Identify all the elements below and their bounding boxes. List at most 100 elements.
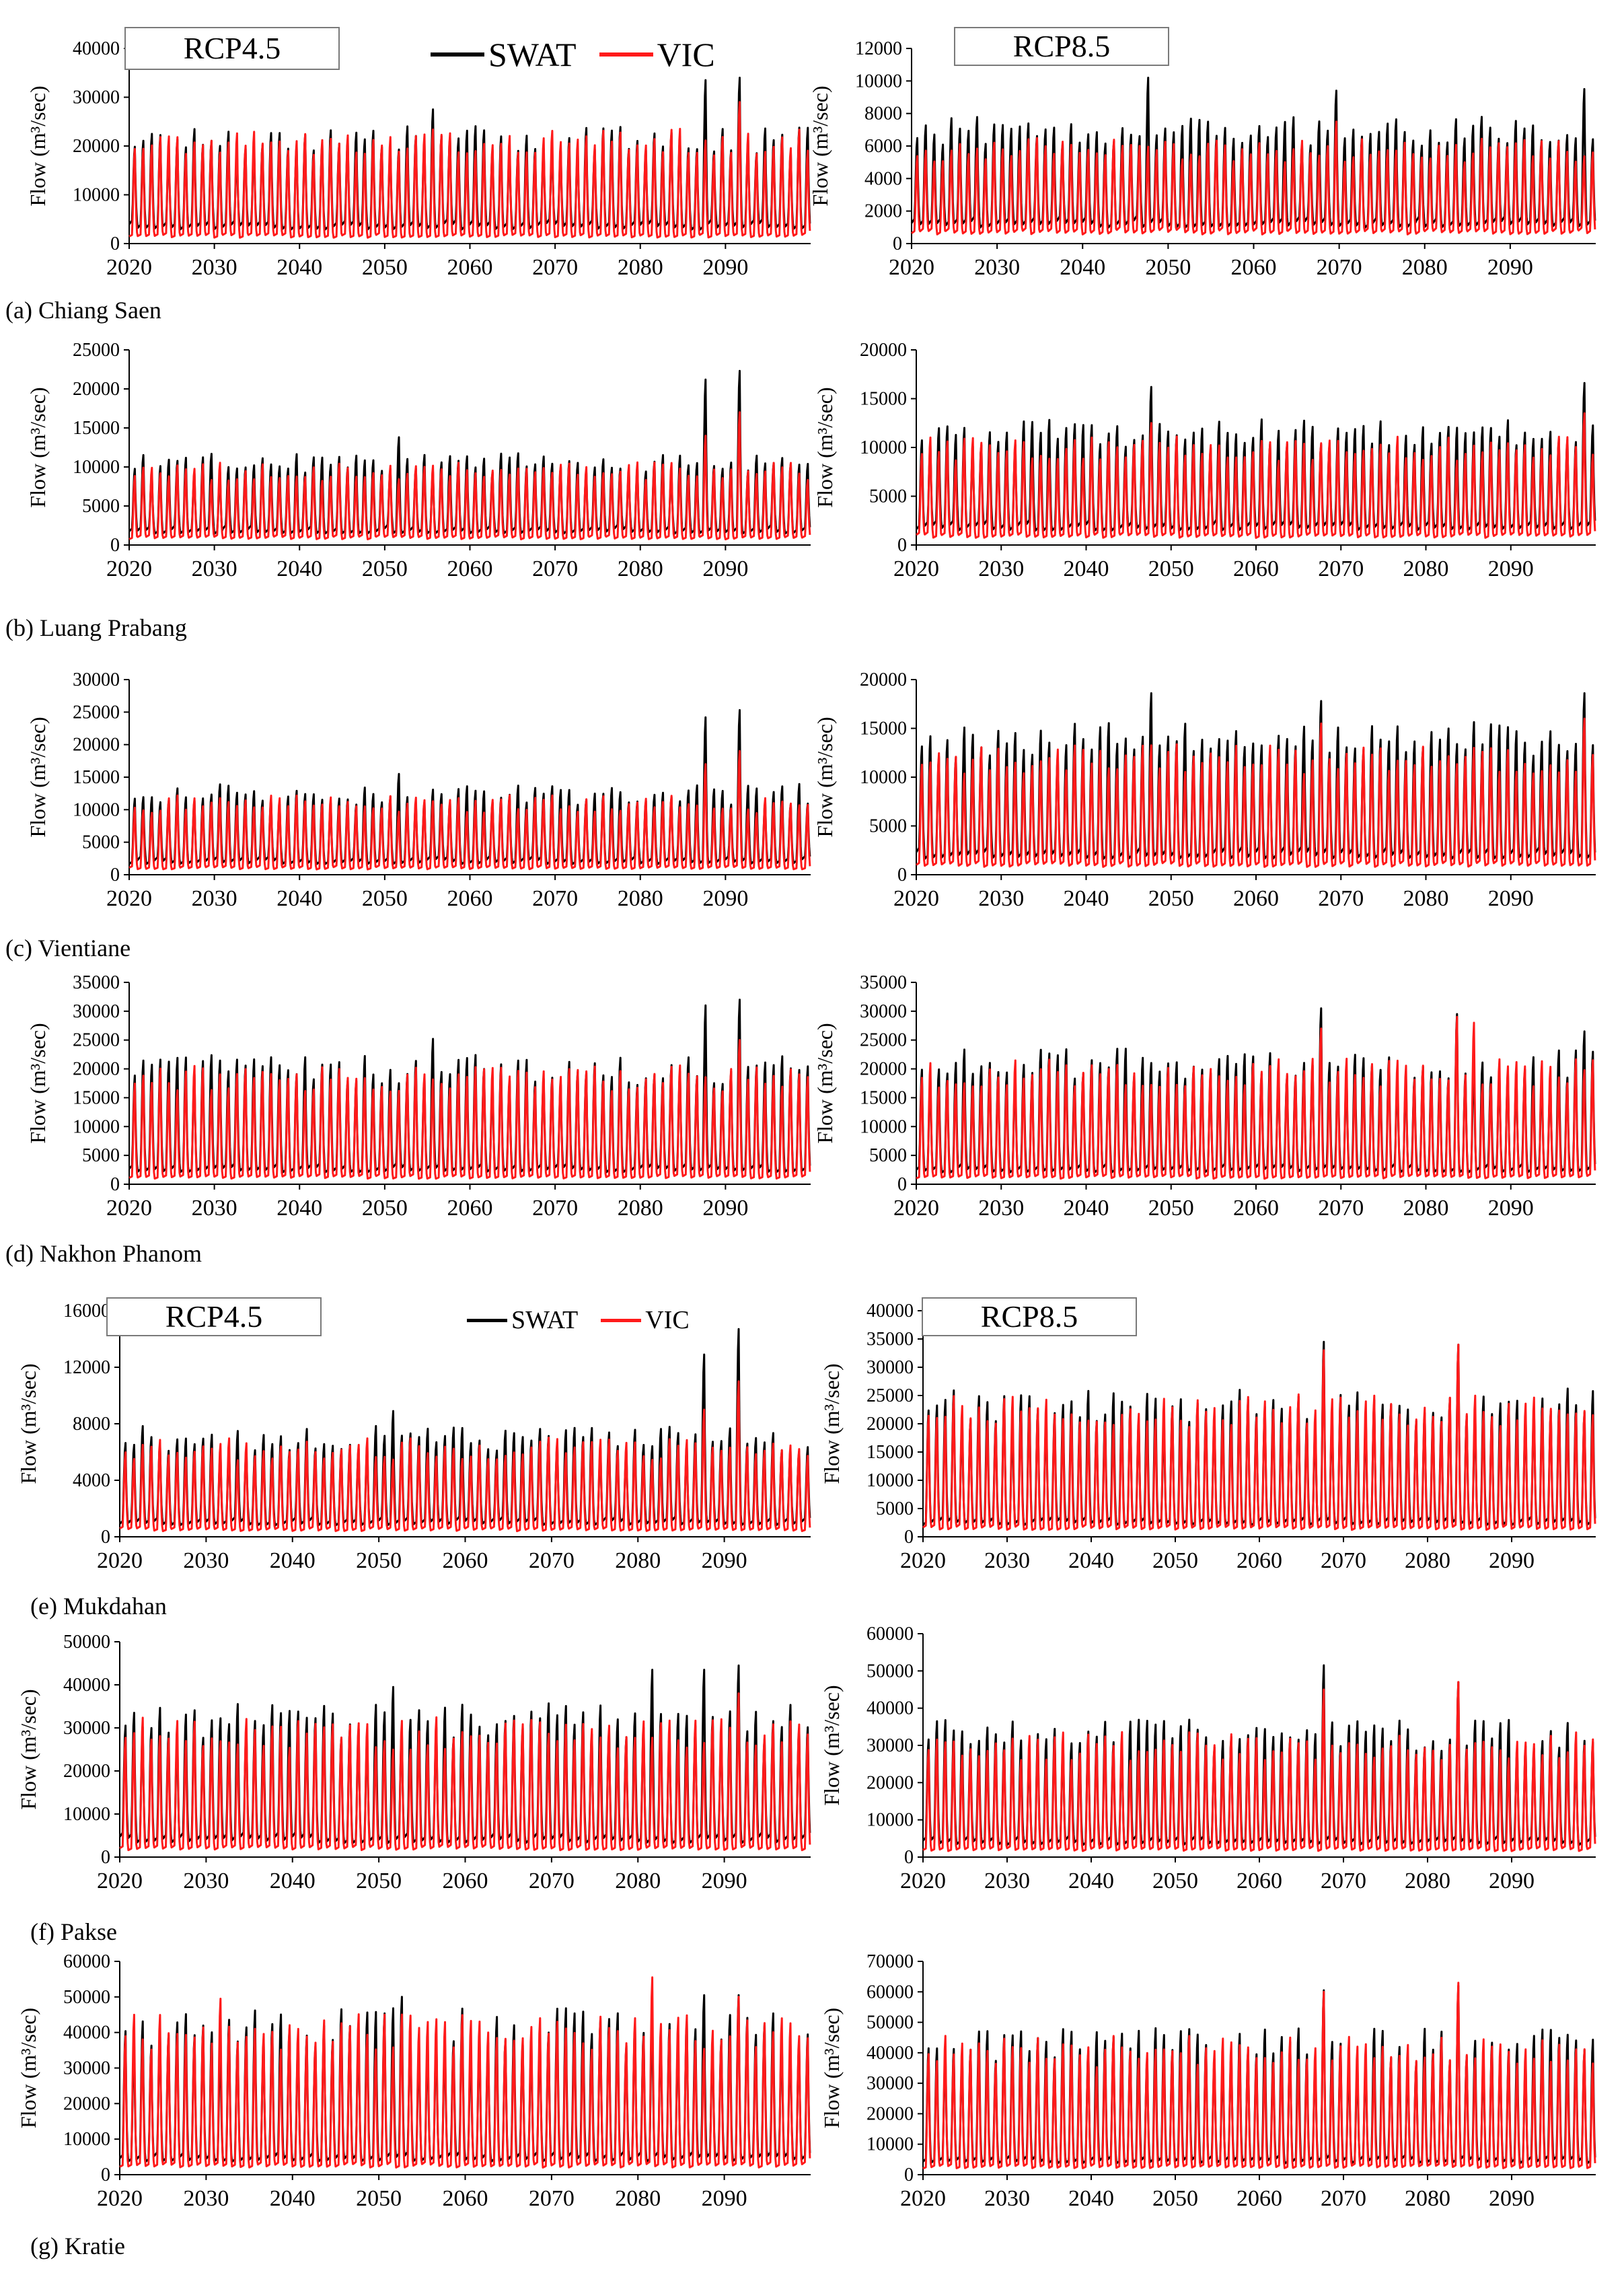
- x-tick-label: 2040: [270, 1869, 316, 1893]
- y-tick-label: 20000: [63, 1761, 110, 1782]
- x-tick-label: 2040: [1068, 1548, 1114, 1573]
- x-tick-label: 2030: [192, 1196, 237, 1221]
- x-tick-label: 2060: [447, 556, 493, 581]
- chart-panel-nakhon-phanom-RCP45: 0 5000 10000 15000 20000 25000 30000 35000 2020 2…: [26, 972, 811, 1221]
- y-tick-label: 0: [897, 865, 907, 885]
- x-tick-label: 2090: [702, 255, 748, 280]
- x-tick-label: 2020: [889, 255, 934, 280]
- y-tick-label: 60000: [866, 1624, 914, 1644]
- y-tick-label: 5000: [869, 816, 907, 837]
- y-axis-label: Flow (m³/sec): [819, 2008, 844, 2128]
- x-tick-label: 2030: [974, 255, 1020, 280]
- y-tick-label: 5000: [869, 486, 907, 507]
- x-tick-label: 2020: [106, 886, 152, 911]
- y-tick-label: 10000: [866, 2134, 914, 2155]
- series-swat-line: [915, 1007, 1596, 1174]
- x-tick-label: 2060: [447, 255, 493, 280]
- x-tick-label: 2040: [1064, 556, 1109, 581]
- x-tick-label: 2050: [1148, 556, 1194, 581]
- chart-panel-chiang-saen-RCP85: 0 2000 4000 6000 8000 10000 12000 2020 2030 2040 2…: [808, 38, 1596, 280]
- series-vic-line: [128, 750, 811, 871]
- y-tick-label: 0: [101, 1847, 110, 1868]
- x-tick-label: 2020: [893, 1196, 939, 1221]
- x-tick-label: 2050: [356, 1869, 402, 1893]
- y-tick-label: 10000: [63, 1804, 110, 1825]
- x-tick-label: 2070: [532, 255, 578, 280]
- y-axis-label: Flow (m³/sec): [813, 1023, 837, 1143]
- y-tick-label: 10000: [73, 185, 120, 206]
- x-tick-label: 2090: [1487, 255, 1533, 280]
- panel-label-a: (a) Chiang Saen: [5, 297, 161, 324]
- x-tick-label: 2020: [106, 1196, 152, 1221]
- y-tick-label: 30000: [63, 2058, 110, 2079]
- x-tick-label: 2030: [978, 886, 1024, 911]
- y-tick-label: 20000: [73, 1059, 120, 1080]
- x-tick-label: 2030: [978, 556, 1024, 581]
- y-tick-label: 35000: [73, 972, 120, 993]
- y-tick-label: 30000: [73, 1001, 120, 1022]
- x-tick-label: 2070: [529, 1869, 575, 1893]
- y-tick-label: 25000: [73, 702, 120, 723]
- x-tick-label: 2020: [97, 1548, 143, 1573]
- x-tick-label: 2090: [1489, 1869, 1535, 1893]
- y-tick-label: 30000: [866, 1357, 914, 1378]
- x-tick-label: 2050: [362, 1196, 408, 1221]
- y-axis-label: Flow (m³/sec): [813, 717, 837, 837]
- x-tick-label: 2090: [1488, 556, 1534, 581]
- y-tick-label: 30000: [866, 2073, 914, 2094]
- x-tick-label: 2050: [1148, 1196, 1194, 1221]
- x-tick-label: 2030: [183, 2186, 229, 2211]
- x-tick-label: 2050: [1152, 1548, 1198, 1573]
- x-tick-label: 2080: [1405, 1869, 1450, 1893]
- x-tick-label: 2060: [1237, 1548, 1282, 1573]
- series-swat-line: [910, 77, 1596, 229]
- x-tick-label: 2040: [276, 556, 322, 581]
- x-tick-label: 2070: [529, 2186, 575, 2211]
- y-tick-label: 0: [897, 1174, 907, 1195]
- series-vic-line: [916, 717, 1596, 868]
- scenario-box-rcp85-top: RCP8.5: [954, 27, 1169, 66]
- y-tick-label: 20000: [866, 2103, 914, 2124]
- y-tick-label: 20000: [860, 1059, 907, 1080]
- legend-vic-label: VIC: [657, 36, 715, 73]
- chart-panel-chiang-saen-RCP45: 0 10000 20000 30000 40000 2020 2030 2040 2050 206…: [26, 38, 811, 280]
- x-tick-label: 2070: [1318, 886, 1364, 911]
- x-tick-label: 2040: [1064, 1196, 1109, 1221]
- y-tick-label: 25000: [73, 1030, 120, 1051]
- x-tick-label: 2030: [192, 255, 237, 280]
- x-tick-label: 2050: [1148, 886, 1194, 911]
- y-tick-label: 4000: [73, 1470, 110, 1491]
- y-tick-label: 0: [101, 1527, 110, 1548]
- scenario-box-rcp85-mid: RCP8.5: [922, 1297, 1137, 1336]
- y-tick-label: 4000: [864, 168, 902, 189]
- y-tick-label: 15000: [860, 719, 907, 739]
- y-tick-label: 5000: [82, 1145, 120, 1166]
- x-tick-label: 2070: [1318, 1196, 1364, 1221]
- y-tick-label: 0: [110, 233, 120, 254]
- chart-panel-luang-prabang-RCP85: 0 5000 10000 15000 20000 2020 2030 2040 2050 2060…: [813, 340, 1596, 581]
- x-tick-label: 2050: [1152, 1869, 1198, 1893]
- y-tick-label: 0: [110, 535, 120, 556]
- y-tick-label: 20000: [860, 340, 907, 361]
- x-tick-label: 2040: [270, 1548, 316, 1573]
- y-tick-label: 10000: [73, 1116, 120, 1137]
- legend-vic-key-mid: [601, 1318, 642, 1322]
- y-tick-label: 10000: [866, 1470, 914, 1491]
- x-tick-label: 2020: [900, 1869, 946, 1893]
- y-tick-label: 50000: [866, 1661, 914, 1681]
- y-axis-label: Flow (m³/sec): [819, 1363, 844, 1484]
- x-tick-label: 2090: [1489, 2186, 1535, 2211]
- x-tick-label: 2080: [618, 886, 663, 911]
- series-vic-line: [119, 1976, 811, 2169]
- x-tick-label: 2080: [615, 1869, 661, 1893]
- chart-panel-kratie-RCP45: 0 10000 20000 30000 40000 50000 60000 2020 2030 2…: [16, 1951, 811, 2211]
- x-tick-label: 2050: [362, 886, 408, 911]
- y-tick-label: 5000: [876, 1498, 914, 1519]
- y-tick-label: 30000: [73, 669, 120, 690]
- x-tick-label: 2060: [1233, 556, 1279, 581]
- x-tick-label: 2040: [1068, 1869, 1114, 1893]
- legend-vic-label-mid: VIC: [645, 1306, 690, 1334]
- x-tick-label: 2020: [893, 886, 939, 911]
- y-tick-label: 10000: [860, 767, 907, 788]
- series-vic-line: [128, 1039, 811, 1180]
